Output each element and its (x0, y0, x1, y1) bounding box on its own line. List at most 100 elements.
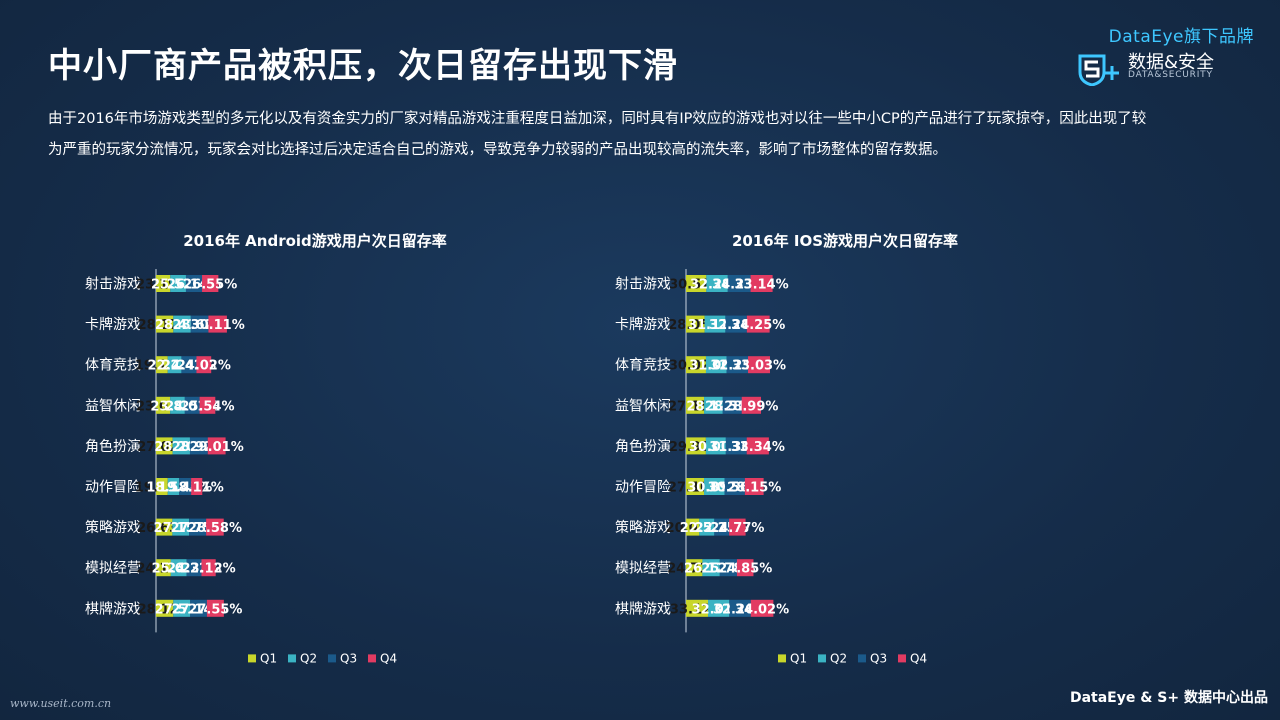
bar-segment-q2 (170, 275, 186, 292)
data-label: 24.85% (718, 562, 772, 577)
ios-chart-title: 2016年 IOS游戏用户次日留存率 (731, 232, 959, 250)
category-label: 射击游戏 (85, 277, 141, 293)
category-label: 体育竞技 (615, 357, 671, 374)
legend-swatch (818, 654, 826, 663)
brand-name-en: DATA&SECURITY (1128, 70, 1213, 80)
bar-segment-q2 (702, 559, 720, 577)
bar-segment-q4 (207, 437, 226, 455)
bar-segment-q4 (208, 315, 227, 333)
bar-segment-q3 (179, 478, 192, 495)
category-label: 益智休闲 (615, 398, 671, 414)
data-label: 34.02% (735, 602, 789, 617)
bar-segment-q1 (156, 559, 171, 577)
legend-label: Q3 (340, 651, 357, 665)
category-label: 模拟经营 (615, 561, 671, 577)
category-label: 棋牌游戏 (85, 600, 141, 617)
bar-segment-q1 (156, 437, 173, 455)
bar-segment-q2 (704, 315, 726, 333)
legend-label: Q3 (870, 651, 887, 665)
legend-swatch (288, 654, 296, 663)
bar-segment-q4 (750, 275, 773, 292)
data-label: 18.11% (170, 481, 224, 496)
bar-segment-q4 (201, 559, 216, 577)
bar-segment-q1 (686, 396, 705, 414)
data-label: 28.99% (724, 399, 778, 414)
bar-segment-q1 (686, 559, 703, 577)
data-label: 28.58% (188, 521, 242, 536)
bar-segment-q3 (189, 518, 207, 536)
legend-label: Q1 (790, 651, 807, 665)
android-chart-title: 2016年 Android游戏用户次日留存率 (183, 232, 447, 250)
bar-segment-q2 (699, 518, 715, 536)
legend-swatch (368, 654, 376, 663)
bar-segment-q3 (725, 315, 747, 333)
bar-segment-q1 (686, 437, 706, 455)
s-plus-shield-logo-icon (1078, 54, 1119, 86)
bar-segment-q4 (202, 275, 219, 292)
bar-segment-q2 (704, 478, 725, 495)
category-label: 动作冒险 (615, 480, 671, 496)
data-label: 28.15% (727, 481, 781, 496)
bar-segment-q1 (686, 275, 707, 292)
data-label: 26.55% (183, 278, 237, 293)
legend-label: Q2 (830, 651, 847, 665)
bar-segment-q3 (725, 437, 747, 455)
bar-segment-q3 (185, 275, 203, 292)
category-label: 棋牌游戏 (615, 600, 671, 617)
legend-swatch (248, 654, 256, 663)
bar-segment-q3 (181, 356, 197, 374)
bar-segment-q1 (686, 518, 700, 536)
category-label: 体育竞技 (85, 357, 141, 374)
bar-segment-q2 (708, 599, 730, 617)
data-label: 25.54% (180, 399, 234, 414)
bar-segment-q1 (156, 518, 173, 536)
bar-segment-q4 (750, 599, 774, 617)
bar-segment-q3 (714, 518, 730, 536)
bar-segment-q3 (726, 356, 749, 374)
bar-segment-q2 (705, 437, 726, 455)
bar-segment-q1 (686, 315, 705, 333)
bar-segment-q1 (686, 599, 709, 617)
category-label: 动作冒险 (85, 480, 141, 496)
bar-segment-q3 (722, 396, 742, 414)
data-label: 30.11% (191, 318, 245, 333)
footer-watermark: www.useit.com.cn (10, 697, 112, 710)
bar-segment-q2 (170, 396, 185, 414)
bar-segment-q1 (156, 356, 168, 374)
bar-segment-q4 (191, 478, 203, 495)
bar-segment-q4 (746, 437, 769, 455)
bar-segment-q3 (727, 275, 751, 292)
bar-segment-q2 (167, 478, 180, 495)
bar-segment-q4 (741, 396, 761, 414)
data-label: 29.01% (190, 440, 244, 455)
data-label: 33.14% (734, 278, 788, 293)
bar-segment-q1 (156, 275, 171, 292)
bar-segment-q4 (729, 518, 746, 536)
category-label: 角色扮演 (85, 438, 141, 455)
bar-segment-q3 (189, 437, 208, 455)
category-label: 角色扮演 (615, 438, 671, 455)
data-label: 33.03% (732, 359, 786, 374)
category-label: 益智休闲 (85, 398, 141, 414)
legend-swatch (858, 654, 866, 663)
bar-segment-q1 (686, 356, 706, 374)
bar-segment-q3 (190, 599, 207, 617)
bar-segment-q2 (170, 559, 187, 577)
data-label: 27.55% (188, 602, 242, 617)
data-label: 33.34% (731, 440, 785, 455)
category-label: 策略游戏 (615, 519, 671, 536)
bar-segment-q2 (706, 275, 728, 292)
bar-segment-q1 (156, 599, 174, 617)
bar-segment-q1 (156, 478, 168, 495)
bar-segment-q1 (156, 315, 174, 333)
bar-segment-q4 (196, 356, 212, 374)
bar-segment-q3 (719, 559, 737, 577)
bar-segment-q4 (206, 518, 224, 536)
category-label: 射击游戏 (615, 277, 671, 293)
android-retention-chart: 射击游戏23.19%25.52%26.14%26.55%卡牌游戏28.17%28… (85, 269, 397, 665)
bar-segment-q1 (156, 396, 171, 414)
legend-label: Q2 (300, 651, 317, 665)
category-label: 策略游戏 (85, 519, 141, 536)
category-label: 模拟经营 (85, 561, 141, 577)
legend-swatch (778, 654, 786, 663)
